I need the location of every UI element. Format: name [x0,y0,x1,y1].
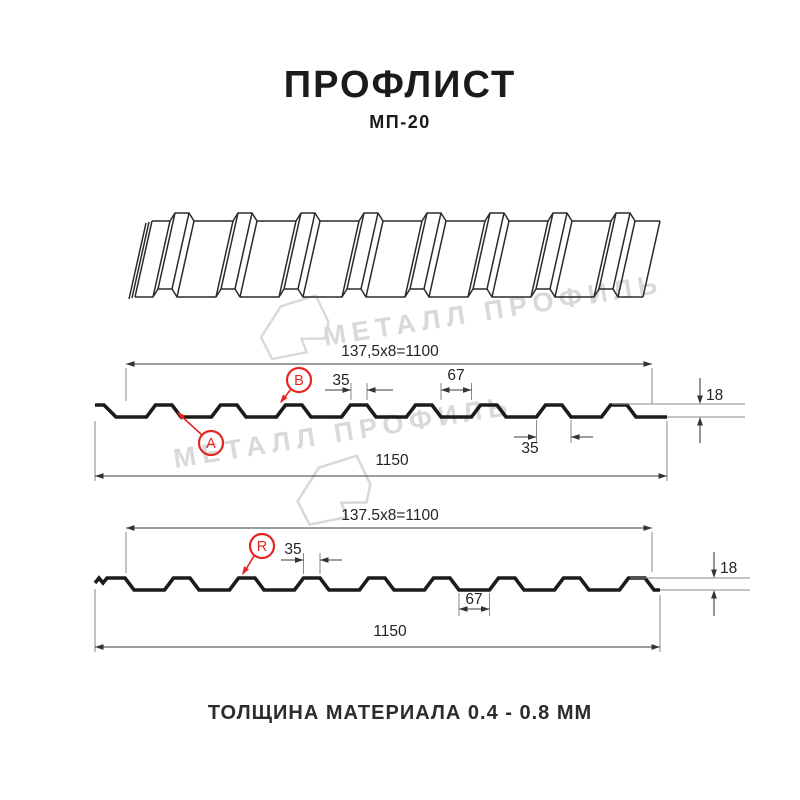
dim-working-width-1: 137,5x8=1100 [341,343,439,360]
dim-rib-top-width-2: 35 [284,541,301,558]
marker-circle-b [285,366,313,394]
marker-label-b: B [294,373,304,389]
watermark-text: МЕТАЛЛ ПРОФИЛЬ [171,391,515,474]
marker-circle-a [197,429,225,457]
brand-logo-icon [296,454,372,527]
watermark-2: МЕТАЛЛ ПРОФИЛЬ [171,391,515,527]
page-title: ПРОФЛИСТ [283,64,517,106]
dim-flat-width-1: 67 [447,367,464,384]
cross-section-2-dimensions [94,525,750,652]
sheet-3d-drawing [128,212,661,300]
dim-profile-height-2: 18 [720,560,737,577]
dim-flat-width-2: 67 [465,591,482,608]
profile-model-subtitle: МП-20 [369,112,431,132]
dim-total-width-1: 1150 [375,452,409,469]
watermark-text: МЕТАЛЛ ПРОФИЛЬ [321,269,665,352]
material-thickness-note: ТОЛЩИНА МАТЕРИАЛА 0.4 - 0.8 ММ [207,702,593,724]
dim-total-width-2: 1150 [373,623,407,640]
section-1-point-markers: A B [177,366,313,457]
dim-rib-top-width-1: 35 [332,372,349,389]
watermark-1: МЕТАЛЛ ПРОФИЛЬ [259,269,665,361]
marker-label-a: A [206,436,216,452]
cross-section-1-dimensions [94,361,745,481]
marker-label-r: R [257,539,267,555]
cross-section-2-profile [93,575,660,592]
marker-circle-r [248,532,276,560]
section-2-point-markers: R [242,532,276,575]
dim-working-width-2: 137.5x8=1100 [341,507,439,524]
brand-logo-icon [259,293,330,361]
dim-profile-height-1: 18 [706,387,723,404]
dim-rib-bottom-width-1: 35 [521,440,538,457]
